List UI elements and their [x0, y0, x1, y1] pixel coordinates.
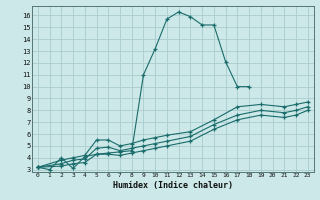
- X-axis label: Humidex (Indice chaleur): Humidex (Indice chaleur): [113, 181, 233, 190]
